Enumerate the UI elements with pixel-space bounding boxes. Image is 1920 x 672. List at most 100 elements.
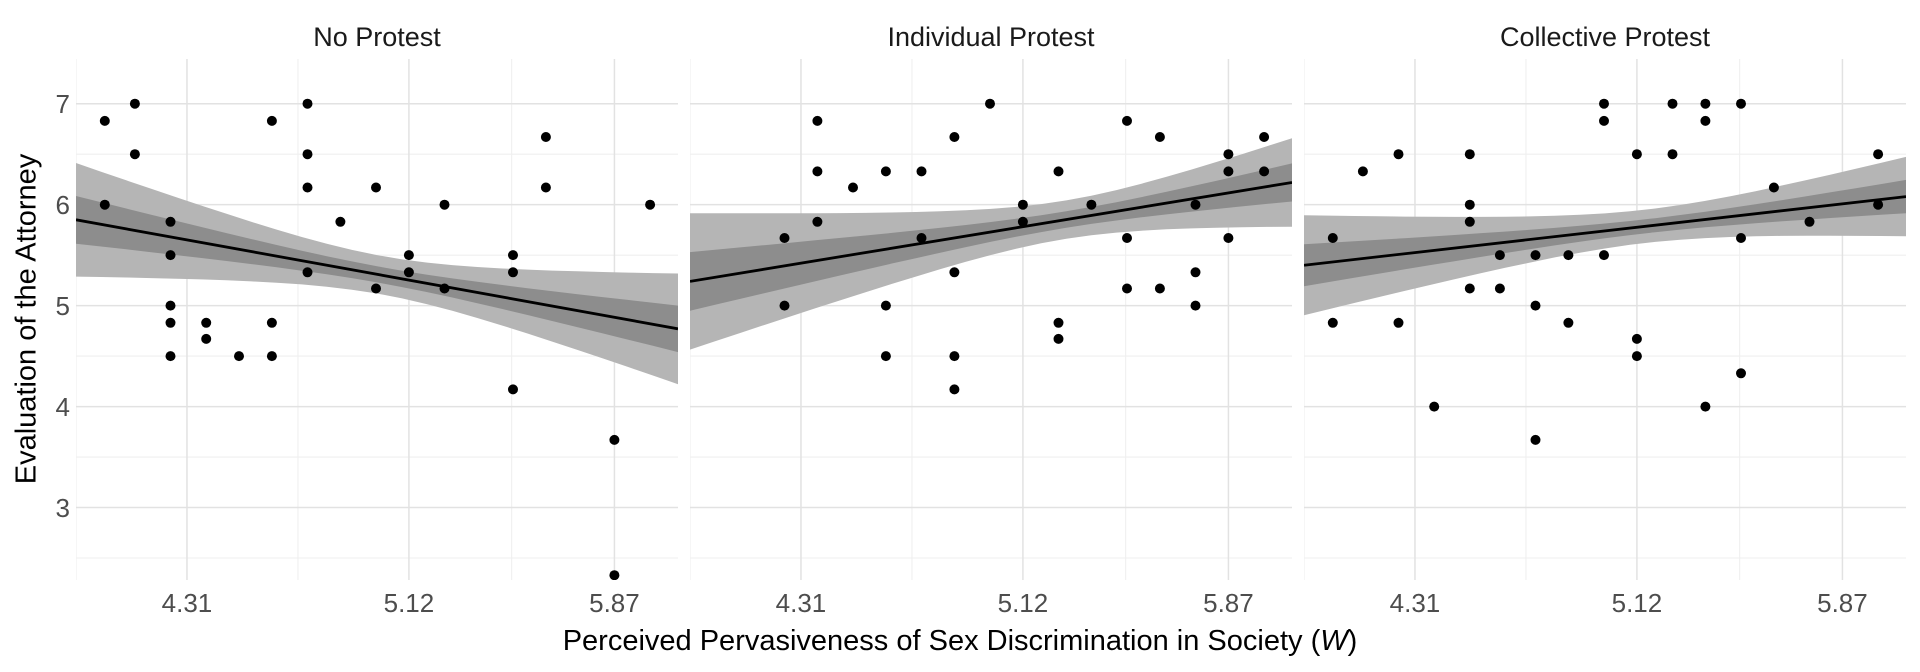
regression-line [690, 181, 1292, 283]
data-point [1357, 166, 1368, 177]
data-point [508, 250, 518, 261]
x-axis-title-text: Perceived Pervasiveness of Sex Discrimin… [562, 625, 1321, 657]
data-point [1017, 216, 1028, 227]
data-point [1223, 149, 1234, 160]
data-point [1599, 115, 1609, 126]
data-point [1873, 199, 1884, 210]
data-point [949, 351, 960, 362]
data-point [1464, 216, 1475, 227]
data-point [1053, 333, 1064, 344]
data-point [1631, 333, 1642, 344]
data-point [1122, 233, 1132, 243]
data-point [1122, 283, 1132, 294]
data-point [1700, 115, 1711, 126]
y-tick-label: 7 [55, 88, 70, 119]
data-point [508, 384, 518, 395]
data-point [1327, 233, 1338, 243]
data-point [949, 132, 960, 142]
data-point [949, 384, 960, 395]
panel-plot-no-protest [76, 59, 678, 580]
x-tick-label: 5.87 [1817, 588, 1868, 618]
data-point [201, 333, 212, 344]
data-point [1700, 98, 1711, 109]
data-point [1190, 199, 1201, 210]
data-point [266, 351, 277, 362]
data-point [1667, 98, 1678, 109]
data-point [129, 98, 140, 109]
data-point [439, 283, 450, 294]
data-point [1599, 250, 1609, 261]
y-axis-title: Evaluation of the Attorney [10, 153, 43, 485]
data-point [165, 317, 176, 328]
data-point [1464, 283, 1475, 294]
data-point [266, 317, 277, 328]
data-point [165, 300, 176, 311]
data-point [403, 250, 414, 261]
data-point [302, 149, 313, 160]
data-point [1393, 317, 1404, 328]
data-point [1259, 132, 1270, 142]
data-point [1631, 149, 1642, 160]
data-point [609, 434, 620, 445]
data-point [1736, 98, 1746, 109]
data-point [508, 267, 518, 278]
data-point [1804, 216, 1815, 227]
data-point [1190, 267, 1201, 278]
data-point [1154, 132, 1165, 142]
data-point [848, 182, 858, 193]
x-tick-label: 5.12 [1611, 588, 1663, 618]
inner-confidence-ribbon [1304, 179, 1906, 287]
data-point [645, 199, 656, 210]
data-point [880, 300, 891, 311]
data-point [812, 216, 823, 227]
data-point [1223, 233, 1234, 243]
data-point [1530, 300, 1541, 311]
data-point [1464, 149, 1475, 160]
data-point [916, 233, 927, 243]
facet-strip-no-protest: No Protest [313, 22, 441, 52]
data-point [1464, 199, 1475, 210]
data-point [540, 182, 551, 193]
data-point [1563, 250, 1574, 261]
data-point [779, 300, 790, 311]
inner-confidence-ribbon [690, 163, 1292, 311]
x-axis-title: Perceived Pervasiveness of Sex Discrimin… [0, 624, 1920, 658]
data-point [1190, 300, 1201, 311]
x-axis-title-close: ) [1347, 625, 1358, 657]
data-point [165, 250, 176, 261]
data-point [1631, 351, 1642, 362]
data-point [1667, 149, 1678, 160]
panel-plot-collective-protest [1304, 59, 1906, 580]
facet-strip-individual-protest: Individual Protest [887, 22, 1095, 52]
data-point [335, 216, 346, 227]
data-point [371, 283, 381, 294]
x-tick-label: 4.31 [161, 588, 213, 618]
data-point [1494, 250, 1505, 261]
regression-line [1304, 195, 1906, 267]
regression-line [76, 218, 678, 331]
data-point [1736, 233, 1746, 243]
y-tick-label: 5 [55, 290, 70, 321]
data-point [1327, 317, 1338, 328]
data-point [1053, 317, 1064, 328]
x-tick-label: 5.87 [589, 588, 640, 618]
data-point [1700, 401, 1711, 412]
data-point [439, 199, 450, 210]
data-point [949, 267, 960, 278]
x-tick-label: 4.31 [1389, 588, 1441, 618]
data-point [1122, 115, 1132, 126]
data-point [403, 267, 414, 278]
data-point [540, 132, 551, 142]
data-point [1259, 166, 1270, 177]
data-point [1429, 401, 1440, 412]
data-point [234, 351, 244, 362]
x-tick-label: 5.12 [997, 588, 1049, 618]
data-point [201, 317, 212, 328]
y-tick-label: 6 [55, 189, 70, 220]
data-point [1393, 149, 1404, 160]
data-point [812, 115, 823, 126]
data-point [609, 570, 620, 580]
x-tick-label: 5.12 [383, 588, 435, 618]
data-point [302, 267, 313, 278]
y-tick-label: 4 [55, 391, 70, 422]
